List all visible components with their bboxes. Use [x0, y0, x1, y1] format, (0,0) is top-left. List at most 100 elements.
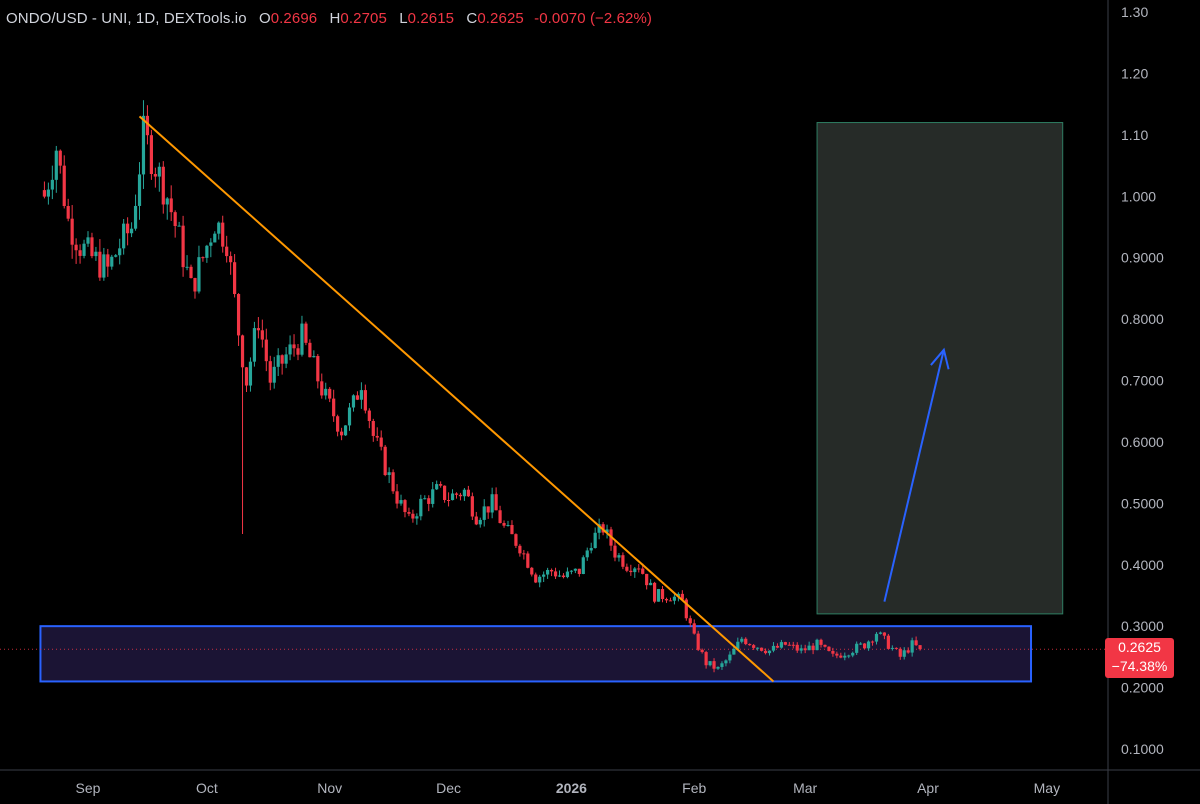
candle-body — [383, 446, 387, 476]
candle-body — [379, 437, 383, 447]
candle — [831, 647, 835, 657]
candle-body — [779, 642, 783, 648]
candle — [248, 357, 253, 392]
candle — [530, 566, 534, 577]
candle — [70, 205, 74, 259]
candle-body — [553, 571, 558, 577]
candle-body — [236, 294, 241, 336]
candle-body — [149, 135, 153, 175]
candle — [613, 540, 617, 562]
candle-body — [110, 256, 114, 267]
candle-body — [411, 513, 415, 519]
candle — [304, 321, 308, 346]
candle — [332, 389, 336, 422]
candle-body — [324, 388, 328, 396]
support-zone-layer — [0, 625, 1108, 683]
y-tick-label: 1.10 — [1121, 127, 1148, 143]
candle-body — [910, 640, 914, 653]
candle — [874, 632, 879, 645]
symbol-legend: ONDO/USD - UNI, 1D, DEXTools.io O0.2696 … — [6, 10, 652, 27]
y-tick-label: 0.6000 — [1121, 434, 1164, 450]
candle — [62, 155, 66, 209]
candle — [462, 488, 467, 501]
candle — [629, 564, 633, 576]
candle — [395, 484, 399, 509]
candle-body — [122, 223, 126, 249]
candle — [763, 648, 768, 655]
candle — [835, 651, 839, 659]
candle-body — [312, 356, 316, 358]
candle — [94, 246, 98, 261]
candle-body — [890, 647, 894, 649]
candle — [446, 492, 451, 507]
candle-body — [775, 645, 780, 648]
candle-body — [102, 254, 106, 278]
candle — [625, 563, 629, 573]
candle — [466, 485, 470, 497]
candle — [102, 247, 106, 281]
candle — [522, 549, 526, 560]
candle — [407, 507, 411, 517]
candle — [843, 652, 847, 661]
candle-body — [328, 388, 332, 399]
candle — [573, 568, 577, 574]
candle — [181, 215, 185, 277]
candle-body — [688, 618, 692, 624]
candle-body — [181, 225, 185, 268]
candle-body — [514, 534, 518, 546]
candle — [890, 645, 894, 651]
candle — [233, 254, 237, 298]
candle — [236, 293, 241, 346]
candle-body — [387, 472, 391, 476]
candle-body — [843, 655, 847, 658]
candle — [775, 643, 780, 649]
candle — [300, 315, 304, 357]
candle — [756, 647, 760, 651]
candle — [692, 619, 696, 635]
candle — [205, 244, 209, 263]
candle — [50, 165, 54, 200]
candle-body — [86, 237, 90, 244]
candles-layer — [42, 100, 922, 673]
candle — [439, 481, 443, 488]
candle — [316, 354, 320, 389]
candle-body — [264, 339, 268, 362]
candle — [518, 544, 522, 557]
candle — [863, 643, 867, 650]
candle — [288, 335, 292, 361]
candle-body — [423, 498, 427, 500]
candle — [855, 641, 859, 655]
candle-body — [795, 644, 799, 651]
candle-body — [870, 641, 875, 643]
candle-body — [126, 223, 130, 234]
candle-body — [546, 569, 550, 575]
candle-body — [395, 491, 399, 504]
candle-body — [878, 632, 883, 634]
candle — [886, 633, 890, 650]
drawings-layer — [138, 115, 950, 683]
candle — [157, 162, 161, 192]
candle-body — [621, 555, 625, 567]
candle — [910, 637, 914, 657]
candle-body — [787, 644, 791, 646]
candle — [423, 495, 427, 500]
candle-body — [803, 648, 807, 651]
candle — [244, 366, 249, 393]
candle — [728, 651, 732, 664]
candle-body — [375, 435, 379, 438]
y-tick-label: 0.9000 — [1121, 250, 1164, 266]
candle-body — [684, 599, 688, 619]
candle — [264, 328, 268, 372]
candle-body — [752, 645, 756, 648]
candle — [918, 645, 922, 651]
candle-body — [724, 660, 728, 664]
candle-body — [419, 498, 423, 517]
candle-body — [732, 648, 736, 655]
candle — [229, 251, 233, 275]
candle — [153, 167, 157, 188]
candle-body — [561, 575, 566, 578]
candle-body — [225, 246, 229, 257]
candle-body — [633, 568, 637, 573]
candle-body — [332, 398, 336, 417]
